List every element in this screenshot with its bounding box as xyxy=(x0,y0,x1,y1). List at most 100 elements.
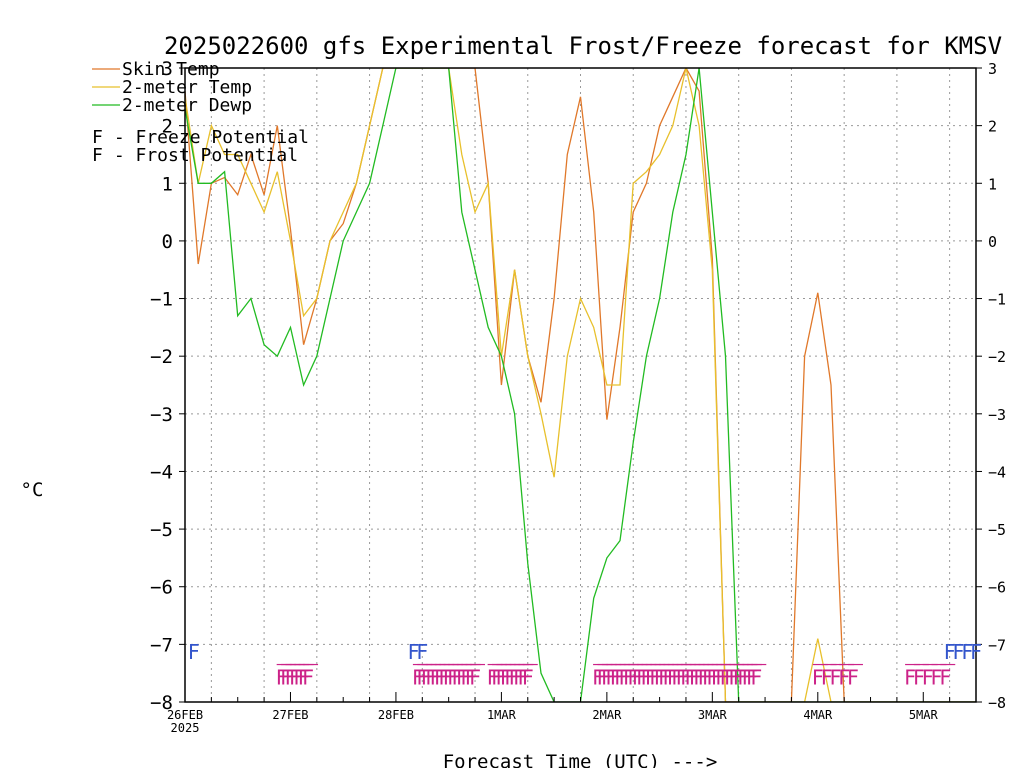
y-tick-label: −7 xyxy=(150,634,173,656)
frost-flag: F xyxy=(970,640,982,664)
freeze-flag: F xyxy=(421,666,433,690)
y-tick-label-right: −5 xyxy=(988,521,1006,539)
freeze-flag: F xyxy=(658,666,670,690)
y-tick-label: 1 xyxy=(162,173,173,195)
y-tick-label-right: 0 xyxy=(988,233,997,251)
y-tick-label: −6 xyxy=(150,577,173,599)
freeze-flag: F xyxy=(693,666,705,690)
freeze-flag: F xyxy=(434,666,446,690)
x-tick-label: 2MAR xyxy=(592,708,622,722)
y-tick-label: 2 xyxy=(162,116,173,138)
freeze-flag: F xyxy=(667,666,679,690)
freeze-flag: F xyxy=(460,666,472,690)
y-tick-label-right: −2 xyxy=(988,348,1006,366)
frost-flag: F xyxy=(961,640,973,664)
y-tick-label-right: −3 xyxy=(988,406,1006,424)
freeze-flag: F xyxy=(623,666,635,690)
frost-flag: F xyxy=(944,640,956,664)
freeze-flag: F xyxy=(469,666,481,690)
freeze-flag: F xyxy=(702,666,714,690)
freeze-flag: F xyxy=(821,666,833,690)
y-tick-label: −5 xyxy=(150,519,173,541)
series-lines xyxy=(185,68,976,702)
series-line-2-meter-temp xyxy=(185,68,976,702)
legend-label-skin: Skin Temp xyxy=(122,59,220,80)
freeze-flag: F xyxy=(605,666,617,690)
x-tick-label: 26FEB xyxy=(167,708,203,722)
frost-flag: F xyxy=(188,640,200,664)
freeze-flag: F xyxy=(654,666,666,690)
freeze-flag: F xyxy=(645,666,657,690)
legend-frost-letter: F xyxy=(92,145,103,166)
freeze-flag: F xyxy=(706,666,718,690)
freeze-flag: F xyxy=(614,666,626,690)
freeze-flag: F xyxy=(812,666,824,690)
freeze-flag: F xyxy=(451,666,463,690)
x-year-label: 2025 xyxy=(171,721,200,735)
x-tick-label: 3MAR xyxy=(698,708,728,722)
y-tick-label-right: 1 xyxy=(988,175,997,193)
freeze-flag: F xyxy=(500,666,512,690)
legend-freeze-letter: F xyxy=(92,127,103,148)
freeze-flag: F xyxy=(447,666,459,690)
freeze-flag: F xyxy=(719,666,731,690)
legend-freeze-label: - Freeze Potential xyxy=(103,127,309,148)
freeze-flag: F xyxy=(676,666,688,690)
y-tick-label-right: 3 xyxy=(988,60,997,78)
freeze-flag: F xyxy=(930,666,942,690)
freeze-flag: F xyxy=(517,666,529,690)
freeze-flag: F xyxy=(724,666,736,690)
freeze-flag: F xyxy=(640,666,652,690)
freeze-flag: F xyxy=(416,666,428,690)
y-tick-label-right: −8 xyxy=(988,694,1006,712)
freeze-flag: F xyxy=(456,666,468,690)
freeze-flag: F xyxy=(904,666,916,690)
y-tick-label: 0 xyxy=(162,231,173,253)
y-tick-label: −8 xyxy=(150,692,173,714)
freeze-flag: F xyxy=(746,666,758,690)
freeze-flag: F xyxy=(509,666,521,690)
freeze-flag: F xyxy=(298,666,310,690)
freeze-flag: F xyxy=(438,666,450,690)
chart-title: 2025022600 gfs Experimental Frost/Freeze… xyxy=(164,32,1002,60)
freeze-flag: F xyxy=(711,666,723,690)
freeze-flag: F xyxy=(737,666,749,690)
freeze-flag: F xyxy=(662,666,674,690)
freeze-flag: F xyxy=(610,666,622,690)
freeze-flag: F xyxy=(425,666,437,690)
y-axis-label: °C xyxy=(21,479,44,501)
freeze-flag: F xyxy=(671,666,683,690)
freeze-flag: F xyxy=(680,666,692,690)
legend-label-temp: 2-meter Temp xyxy=(122,77,252,98)
y-tick-label-right: −7 xyxy=(988,636,1006,654)
x-tick-label: 28FEB xyxy=(378,708,414,722)
freeze-flag: F xyxy=(829,666,841,690)
legend: Skin Temp 2-meter Temp 2-meter Dewp F - … xyxy=(92,59,309,166)
freeze-flag: F xyxy=(276,666,288,690)
freeze-flag: F xyxy=(293,666,305,690)
freeze-flag: F xyxy=(922,666,934,690)
freeze-flag: F xyxy=(491,666,503,690)
freeze-flag: F xyxy=(465,666,477,690)
freeze-flag: F xyxy=(636,666,648,690)
legend-frost-label: - Frost Potential xyxy=(103,145,298,166)
legend-label-dewp: 2-meter Dewp xyxy=(122,95,252,116)
freeze-flag: F xyxy=(838,666,850,690)
freeze-flag: F xyxy=(741,666,753,690)
freeze-flag: F xyxy=(627,666,639,690)
x-tick-label: 27FEB xyxy=(272,708,308,722)
freeze-flag: F xyxy=(684,666,696,690)
y-tick-label: −3 xyxy=(150,404,173,426)
freeze-flag: F xyxy=(728,666,740,690)
y-tick-label-right: 2 xyxy=(988,118,997,136)
freeze-flag: F xyxy=(302,666,314,690)
grid-lines xyxy=(185,68,976,702)
freeze-flag: F xyxy=(289,666,301,690)
freeze-flag: F xyxy=(284,666,296,690)
y-tick-label: −1 xyxy=(150,289,173,311)
freeze-flag: F xyxy=(649,666,661,690)
frost-flag: F xyxy=(952,640,964,664)
axis-ticks: 3 3 2 2 1 1 0 0 −1 −1 −2 −2 −3 −3 −4 −4 −5 −5 −6 −6 −7 −7 −8 −8… xyxy=(150,58,1006,735)
